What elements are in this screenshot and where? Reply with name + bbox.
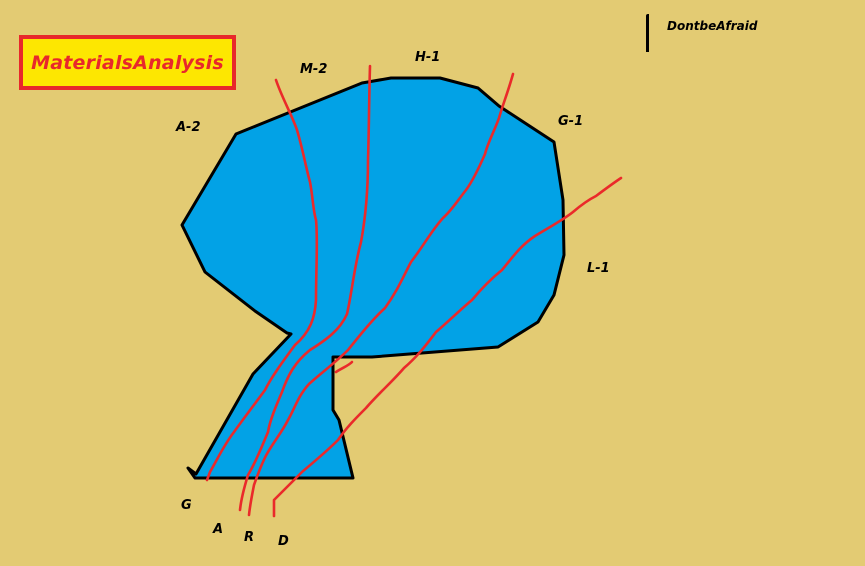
red-line-a xyxy=(238,64,372,512)
red-line-top-d xyxy=(334,360,354,374)
region-label-l1: L-1 xyxy=(587,261,610,276)
region-label-a2: A-2 xyxy=(176,120,201,135)
red-line-d xyxy=(272,176,623,518)
region-label-g1: G-1 xyxy=(558,114,584,129)
watermark: DontbeAfraid xyxy=(646,12,757,52)
line-label-d: D xyxy=(278,534,289,549)
red-line-g xyxy=(205,78,319,482)
red-line-r xyxy=(247,72,515,517)
blue-shape xyxy=(180,76,566,480)
title: MaterialsAnalysis xyxy=(31,51,224,74)
watermark-text: DontbeAfraid xyxy=(667,19,758,33)
line-label-g: G xyxy=(181,498,192,513)
region-label-h1: H-1 xyxy=(415,50,441,65)
watermark-bar xyxy=(646,14,649,52)
title-box: MaterialsAnalysis xyxy=(19,35,236,90)
line-label-r: R xyxy=(244,530,255,545)
line-label-a: A xyxy=(213,522,224,537)
region-label-m2: M-2 xyxy=(300,62,328,77)
